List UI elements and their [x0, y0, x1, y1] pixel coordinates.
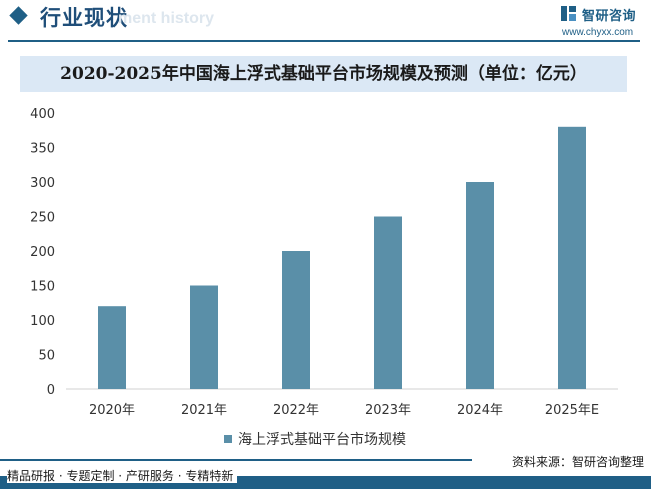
brand-url[interactable]: www.chyxx.com [562, 27, 634, 38]
x-tick-label: 2020年 [89, 403, 135, 418]
x-tick-label: 2021年 [181, 403, 227, 418]
y-tick-label: 250 [30, 211, 55, 226]
y-tick-label: 350 [30, 142, 55, 157]
chart-title-band [20, 56, 627, 92]
header-bar: 行业现状 ment history 智研咨询 www.chyxx.com [0, 0, 651, 40]
y-tick-label: 150 [30, 280, 55, 295]
footer-divider [0, 459, 472, 461]
x-tick-label: 2025年E [545, 403, 599, 418]
y-tick-label: 0 [47, 383, 55, 398]
source-note: 资料来源：智研咨询整理 [511, 455, 644, 469]
chart-legend: 海上浮式基础平台市场规模 [224, 429, 406, 449]
x-tick-label: 2023年 [365, 403, 411, 418]
bar-chart: 0 50 100 150 200 250 300 350 400 2020年 2021年 2022年 2… [30, 107, 618, 418]
x-tick-label: 2022年 [273, 403, 319, 418]
bar [282, 251, 310, 389]
section-title: 行业现状 [40, 6, 128, 30]
bar [374, 216, 402, 389]
bar [190, 285, 218, 389]
y-tick-label: 50 [38, 349, 55, 364]
y-tick-label: 300 [30, 176, 55, 191]
header-watermark: ment history [118, 10, 215, 27]
x-tick-label: 2024年 [457, 403, 503, 418]
y-tick-label: 400 [30, 107, 55, 122]
legend-swatch [224, 435, 232, 443]
legend-label: 海上浮式基础平台市场规模 [238, 432, 406, 448]
header-divider [8, 40, 640, 42]
brand-name: 智研咨询 [582, 9, 637, 24]
y-tick-label: 200 [30, 245, 55, 260]
bar [466, 182, 494, 389]
y-tick-label: 100 [30, 314, 55, 329]
bar [98, 306, 126, 389]
bar [558, 126, 586, 390]
footer-slogan: 精品研报 · 专题定制 · 产研服务 · 专精特新 [7, 469, 238, 483]
chart-title: 2020-2025年中国海上浮式基础平台市场规模及预测（单位：亿元） [60, 64, 587, 84]
brand-logo-icon [561, 6, 576, 21]
